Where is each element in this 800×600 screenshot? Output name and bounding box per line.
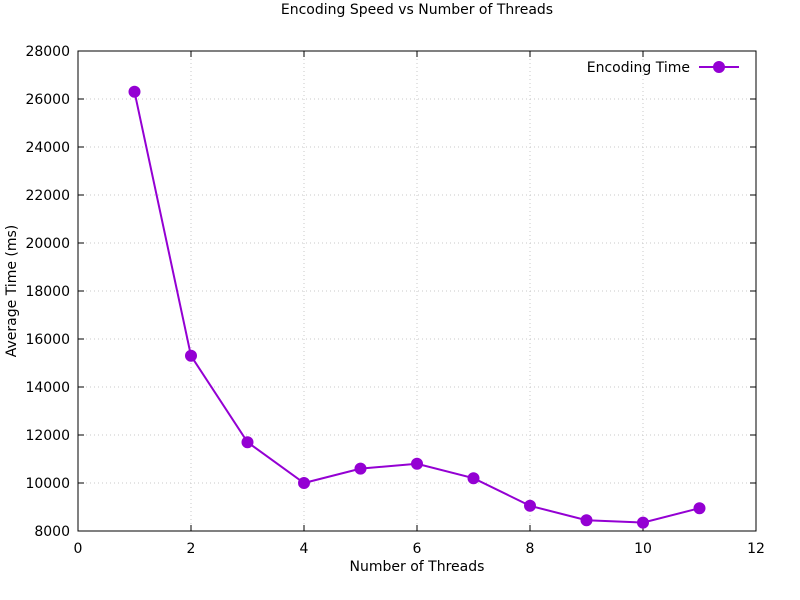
legend-label: Encoding Time	[587, 60, 690, 76]
series	[128, 85, 706, 529]
x-tick-label: 0	[74, 541, 83, 557]
x-tick-label: 10	[634, 541, 652, 557]
y-tick-label: 8000	[34, 524, 70, 540]
data-point	[128, 85, 141, 98]
data-point	[185, 349, 197, 362]
data-point	[524, 499, 536, 512]
y-tick-label: 10000	[25, 476, 70, 492]
y-tick-label: 20000	[25, 236, 70, 252]
y-tick-label: 18000	[25, 284, 70, 300]
y-tick-label: 12000	[25, 428, 70, 444]
x-axis-label: Number of Threads	[350, 559, 485, 575]
x-tick-label: 2	[187, 541, 196, 557]
legend: Encoding Time	[587, 60, 739, 76]
tick-labels: 0 2 4 6 8 10 12 8000 10000 12000 14000 16000 18000 20…	[25, 44, 764, 557]
x-tick-label: 8	[526, 541, 535, 557]
grid	[78, 51, 756, 531]
data-point	[354, 462, 367, 475]
data-point	[693, 502, 706, 515]
y-tick-label: 26000	[25, 92, 70, 108]
y-axis-label: Average Time (ms)	[4, 225, 20, 358]
data-point	[411, 457, 423, 470]
y-tick-label: 22000	[25, 188, 70, 204]
x-tick-label: 12	[747, 541, 765, 557]
data-point	[298, 477, 310, 489]
x-tick-label: 4	[300, 541, 309, 557]
data-point	[241, 436, 254, 449]
y-tick-label: 14000	[25, 380, 70, 396]
legend-marker	[713, 61, 725, 73]
data-point	[637, 516, 649, 529]
data-point	[467, 472, 480, 485]
y-tick-label: 28000	[25, 44, 70, 60]
chart-title: Encoding Speed vs Number of Threads	[281, 2, 553, 18]
x-tick-label: 6	[413, 541, 422, 557]
y-tick-label: 16000	[25, 332, 70, 348]
y-tick-label: 24000	[25, 140, 70, 156]
data-point	[580, 514, 593, 527]
